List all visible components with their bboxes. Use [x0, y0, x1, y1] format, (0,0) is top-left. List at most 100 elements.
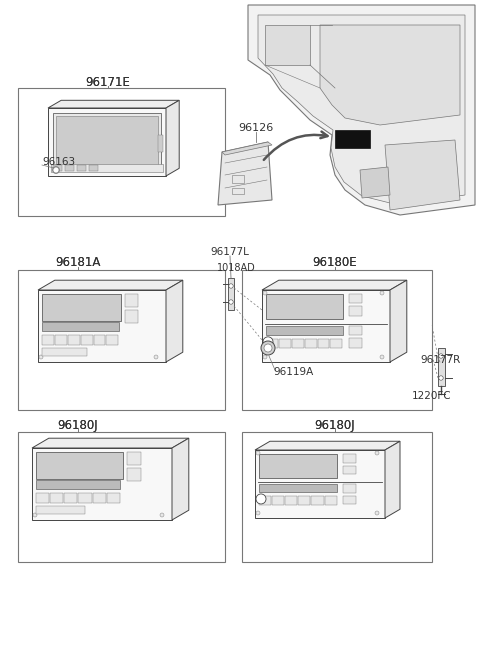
Bar — [335, 130, 370, 148]
Circle shape — [439, 376, 443, 380]
Circle shape — [256, 451, 260, 455]
Bar — [305, 339, 317, 348]
Circle shape — [160, 513, 164, 517]
Bar — [36, 452, 123, 479]
Text: 96180J: 96180J — [315, 419, 355, 432]
Text: 96177R: 96177R — [420, 355, 460, 365]
Polygon shape — [222, 142, 272, 155]
Bar — [77, 165, 86, 171]
Bar — [55, 335, 67, 345]
Text: 96171E: 96171E — [85, 75, 131, 88]
Bar — [36, 493, 49, 504]
Polygon shape — [255, 441, 400, 450]
Text: 96181A: 96181A — [55, 257, 101, 269]
Polygon shape — [166, 280, 183, 362]
Polygon shape — [48, 108, 166, 176]
Text: 96119A: 96119A — [273, 367, 313, 377]
Bar — [36, 506, 85, 514]
Bar — [349, 338, 362, 348]
Bar — [259, 496, 271, 505]
Text: 96180J: 96180J — [58, 419, 98, 432]
Bar — [18, 432, 225, 562]
Circle shape — [154, 355, 158, 359]
Bar — [343, 454, 356, 463]
Bar — [158, 135, 163, 152]
Circle shape — [256, 511, 260, 515]
Bar — [232, 175, 244, 183]
Bar — [285, 496, 297, 505]
Text: 96126: 96126 — [239, 123, 274, 133]
Bar — [349, 307, 362, 316]
Bar — [78, 493, 92, 504]
Bar — [318, 339, 329, 348]
Polygon shape — [385, 441, 400, 518]
Circle shape — [33, 513, 37, 517]
Text: 96163: 96163 — [42, 157, 75, 167]
Bar — [266, 339, 278, 348]
Text: 96180J: 96180J — [315, 419, 355, 432]
Bar — [343, 466, 356, 474]
Polygon shape — [262, 280, 407, 290]
Bar — [18, 88, 225, 216]
Bar — [349, 294, 362, 303]
Bar — [330, 339, 342, 348]
Bar — [266, 326, 343, 335]
Text: 96180J: 96180J — [58, 419, 98, 432]
Polygon shape — [255, 450, 385, 518]
Bar — [259, 454, 337, 477]
Bar — [125, 310, 138, 323]
Bar — [42, 348, 87, 356]
Bar — [242, 432, 432, 562]
Bar — [94, 335, 106, 345]
Circle shape — [375, 451, 379, 455]
Bar — [232, 188, 244, 194]
Circle shape — [229, 284, 233, 288]
Polygon shape — [390, 280, 407, 362]
Bar — [64, 493, 77, 504]
Bar — [292, 339, 304, 348]
Polygon shape — [166, 100, 179, 176]
Circle shape — [263, 291, 267, 295]
Polygon shape — [38, 290, 166, 362]
Bar — [279, 339, 291, 348]
Text: 96177L: 96177L — [211, 247, 250, 257]
Bar — [298, 496, 311, 505]
Polygon shape — [265, 25, 310, 65]
Circle shape — [380, 355, 384, 359]
Polygon shape — [385, 140, 460, 210]
Bar — [242, 270, 432, 410]
Bar — [53, 113, 161, 171]
Bar — [266, 294, 343, 319]
Bar — [50, 493, 63, 504]
Circle shape — [256, 494, 266, 504]
Bar — [343, 484, 356, 493]
Bar — [272, 496, 284, 505]
Text: 96181A: 96181A — [55, 257, 101, 269]
Circle shape — [263, 337, 273, 347]
Bar — [259, 484, 337, 492]
Circle shape — [264, 344, 272, 352]
Circle shape — [380, 291, 384, 295]
Bar — [36, 480, 120, 489]
Bar — [228, 278, 234, 310]
Polygon shape — [320, 25, 460, 125]
Circle shape — [39, 355, 43, 359]
Circle shape — [261, 341, 275, 355]
Text: 96180E: 96180E — [312, 257, 357, 269]
Circle shape — [229, 300, 233, 304]
Polygon shape — [172, 438, 189, 520]
Circle shape — [263, 355, 267, 359]
Circle shape — [52, 166, 60, 174]
Circle shape — [53, 167, 59, 173]
Bar — [107, 493, 120, 504]
Bar — [125, 294, 138, 307]
Polygon shape — [360, 167, 390, 198]
Bar — [89, 165, 98, 171]
Bar — [438, 348, 445, 386]
Bar — [56, 116, 158, 168]
Bar — [349, 326, 362, 335]
Bar — [42, 322, 119, 331]
Polygon shape — [48, 100, 179, 108]
Bar — [51, 164, 163, 172]
Polygon shape — [32, 448, 172, 520]
